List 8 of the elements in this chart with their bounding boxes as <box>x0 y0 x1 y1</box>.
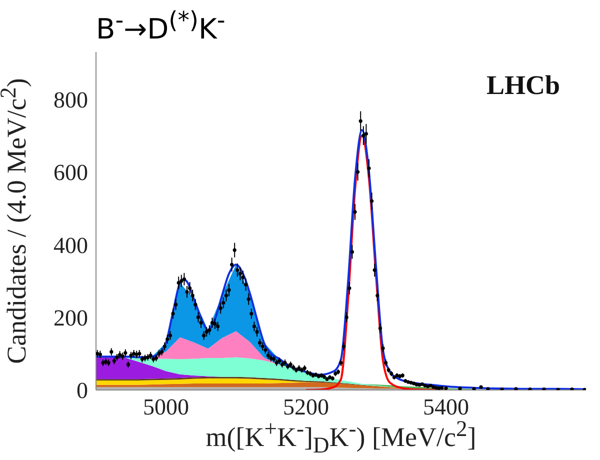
y-tick-label: 400 <box>54 232 88 258</box>
chart-title: B$^{-}$→D$^{(*)}$K$^{-}$ <box>96 6 226 46</box>
y-tick-label: 0 <box>76 378 88 404</box>
y-tick-label: 600 <box>54 160 88 186</box>
x-tick-label: 5000 <box>143 394 189 420</box>
y-tick-label: 200 <box>54 305 88 330</box>
annotation: LHCb <box>486 70 560 101</box>
y-tick-label: 800 <box>54 87 88 112</box>
